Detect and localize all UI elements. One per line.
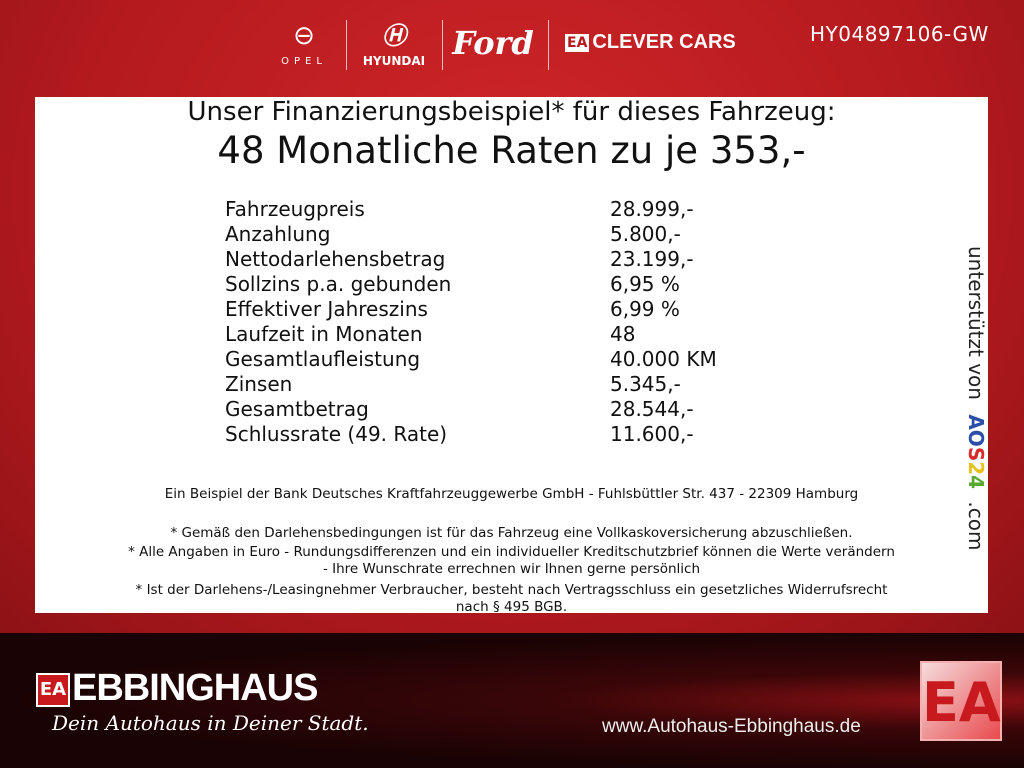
slogan: Dein Autohaus in Deiner Stadt. xyxy=(52,711,369,735)
table-row: Laufzeit in Monaten 48 xyxy=(225,322,636,346)
finance-table: Fahrzeugpreis 28.999,- Anzahlung 5.800,- N… xyxy=(225,197,717,447)
divider xyxy=(548,20,549,70)
ea-logo: EA xyxy=(36,673,70,707)
vehicle-code: HY04897106-GW xyxy=(810,22,989,46)
opel-logo: ⊖ OPEL xyxy=(276,22,332,67)
footnote: nach § 495 BGB. xyxy=(455,599,568,615)
divider xyxy=(346,20,347,70)
table-row: Gesamtbetrag 28.544,- xyxy=(225,397,694,421)
table-row: Anzahlung 5.800,- xyxy=(225,222,681,246)
footnote: - Ihre Wunschrate errechnen wir Ihnen ge… xyxy=(322,561,701,577)
hyundai-logo: Ⓗ HYUNDAI xyxy=(356,22,432,68)
hyundai-h-icon: Ⓗ xyxy=(382,22,406,50)
footnote: * Gemäß den Darlehensbedingungen ist für… xyxy=(170,525,853,541)
table-row: Zinsen 5.345,- xyxy=(225,372,681,396)
table-row: Fahrzeugpreis 28.999,- xyxy=(225,197,694,221)
bank-note: Ein Beispiel der Bank Deutsches Kraftfah… xyxy=(164,486,859,502)
aos24-support: unterstützt von AOS24 .com xyxy=(964,246,988,551)
table-row: Gesamtlaufleistung 40.000 KM xyxy=(225,347,717,371)
rate-line: 48 Monatliche Raten zu je 353,- xyxy=(217,129,806,172)
ford-logo: Ford xyxy=(452,24,534,62)
table-row: Nettodarlehensbetrag 23.199,- xyxy=(225,247,694,271)
opel-bolt-icon: ⊖ xyxy=(293,21,315,51)
aos24-logo: AOS24 xyxy=(964,414,988,490)
footer: EA EBBINGHAUS Dein Autohaus in Deiner St… xyxy=(0,633,1024,768)
clever-cars-logo: EA CLEVER CARS xyxy=(565,31,736,53)
footnote: * Alle Angaben in Euro - Rundungsdiffere… xyxy=(128,544,895,560)
ea-cube-logo: EA xyxy=(920,661,1002,741)
dealer-name: EBBINGHAUS xyxy=(72,667,318,709)
website-link[interactable]: www.Autohaus-Ebbinghaus.de xyxy=(602,716,861,737)
header-background: ⊖ OPEL Ⓗ HYUNDAI Ford EA CLEVER CARS HY0… xyxy=(0,0,1024,633)
headline: Unser Finanzierungsbeispiel* für dieses … xyxy=(187,97,836,127)
finance-panel: Unser Finanzierungsbeispiel* für dieses … xyxy=(35,97,988,615)
table-row: Schlussrate (49. Rate) 11.600,- xyxy=(225,422,694,446)
table-row: Effektiver Jahreszins 6,99 % xyxy=(225,297,680,321)
table-row: Sollzins p.a. gebunden 6,95 % xyxy=(225,272,680,296)
footnote: * Ist der Darlehens-/Leasingnehmer Verbr… xyxy=(135,582,888,598)
divider xyxy=(442,20,443,70)
